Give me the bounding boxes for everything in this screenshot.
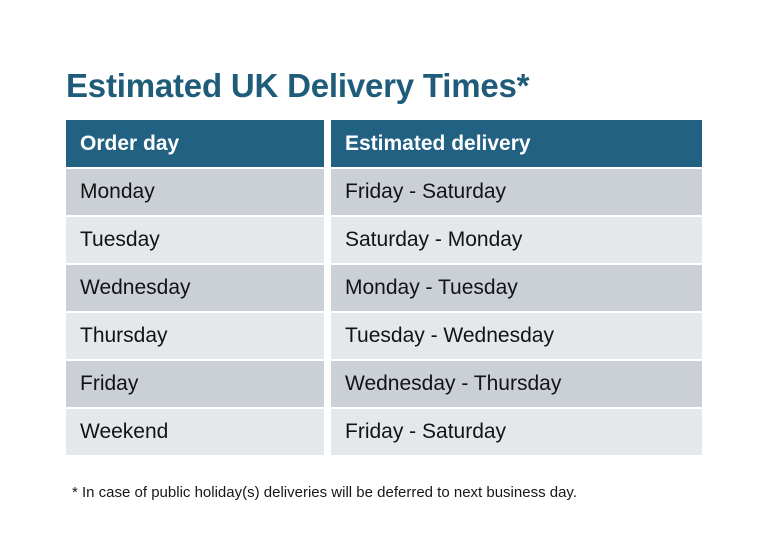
page-title: Estimated UK Delivery Times* [66, 67, 530, 105]
cell-estimated-delivery: Wednesday - Thursday [331, 361, 702, 407]
table-header-row: Order day Estimated delivery [66, 120, 702, 167]
cell-estimated-delivery: Saturday - Monday [331, 217, 702, 263]
cell-order-day: Monday [66, 169, 324, 215]
column-header-estimated-delivery: Estimated delivery [331, 120, 702, 167]
table-row: Tuesday Saturday - Monday [66, 217, 702, 263]
column-header-order-day: Order day [66, 120, 324, 167]
cell-order-day: Wednesday [66, 265, 324, 311]
table-row: Thursday Tuesday - Wednesday [66, 313, 702, 359]
cell-order-day: Tuesday [66, 217, 324, 263]
table-row: Friday Wednesday - Thursday [66, 361, 702, 407]
cell-estimated-delivery: Monday - Tuesday [331, 265, 702, 311]
table-row: Weekend Friday - Saturday [66, 409, 702, 455]
delivery-times-table: Order day Estimated delivery Monday Frid… [66, 120, 702, 457]
table-row: Wednesday Monday - Tuesday [66, 265, 702, 311]
cell-estimated-delivery: Friday - Saturday [331, 169, 702, 215]
cell-estimated-delivery: Tuesday - Wednesday [331, 313, 702, 359]
table-row: Monday Friday - Saturday [66, 169, 702, 215]
cell-order-day: Thursday [66, 313, 324, 359]
cell-estimated-delivery: Friday - Saturday [331, 409, 702, 455]
table-footnote: * In case of public holiday(s) deliverie… [72, 484, 577, 501]
cell-order-day: Weekend [66, 409, 324, 455]
cell-order-day: Friday [66, 361, 324, 407]
